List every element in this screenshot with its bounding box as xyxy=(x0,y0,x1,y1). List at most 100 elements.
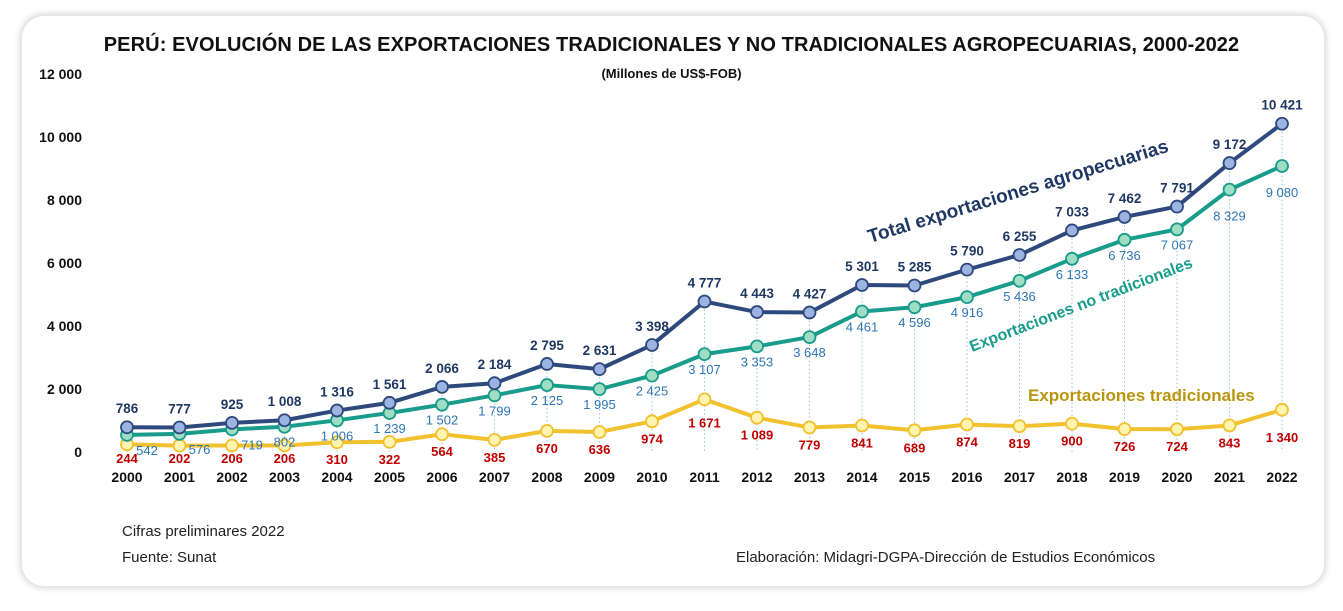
data-point xyxy=(487,432,502,447)
x-tick-label: 2021 xyxy=(1214,469,1245,485)
data-label: 6 255 xyxy=(1003,229,1037,244)
x-tick-label: 2010 xyxy=(636,469,667,485)
data-point xyxy=(172,438,187,453)
x-tick-label: 2019 xyxy=(1109,469,1140,485)
data-point xyxy=(1012,419,1027,434)
data-point xyxy=(1117,232,1132,247)
data-label: 9 172 xyxy=(1213,137,1247,152)
data-point xyxy=(330,403,344,418)
data-label: 6 133 xyxy=(1056,267,1089,282)
data-label: 576 xyxy=(189,442,211,457)
data-label: 900 xyxy=(1061,434,1083,449)
x-tick-label: 2006 xyxy=(426,469,457,485)
data-point xyxy=(907,278,922,293)
data-label: 7 791 xyxy=(1160,181,1194,196)
data-label: 3 107 xyxy=(688,362,721,377)
data-point xyxy=(1275,159,1289,173)
data-label: 542 xyxy=(136,443,158,458)
data-label: 1 008 xyxy=(268,394,302,409)
data-point xyxy=(435,380,449,394)
data-label: 1 316 xyxy=(320,385,354,400)
y-tick-label: 6 000 xyxy=(47,255,82,271)
x-tick-label: 2012 xyxy=(741,469,772,485)
data-point xyxy=(1065,223,1079,238)
data-point xyxy=(855,278,869,292)
series-name-tradicionales: Exportaciones tradicionales xyxy=(1028,386,1255,405)
data-label: 4 443 xyxy=(740,286,774,301)
x-tick-label: 2007 xyxy=(479,469,510,485)
data-point xyxy=(697,294,712,309)
data-point xyxy=(750,339,764,354)
data-point xyxy=(1170,422,1184,437)
data-point xyxy=(802,420,817,435)
x-tick-label: 2018 xyxy=(1056,469,1087,485)
x-tick-label: 2002 xyxy=(216,469,247,485)
data-point xyxy=(1012,273,1027,288)
data-label: 206 xyxy=(221,451,243,466)
data-label: 385 xyxy=(484,450,506,465)
x-tick-label: 2000 xyxy=(111,469,142,485)
data-point xyxy=(330,435,344,450)
x-tick-label: 2009 xyxy=(584,469,615,485)
data-point xyxy=(592,362,607,377)
data-label: 10 421 xyxy=(1261,98,1303,113)
data-point xyxy=(120,420,134,435)
data-point xyxy=(172,420,187,435)
data-label: 310 xyxy=(326,452,348,467)
data-label: 4 427 xyxy=(793,287,827,302)
data-point xyxy=(1065,251,1079,266)
data-label: 1 995 xyxy=(583,397,616,412)
data-label: 2 066 xyxy=(425,361,459,376)
data-label: 1 089 xyxy=(741,428,774,443)
data-point xyxy=(225,438,239,453)
data-label: 322 xyxy=(379,452,401,467)
data-point xyxy=(277,438,292,453)
data-point xyxy=(592,425,607,439)
data-label: 8 329 xyxy=(1213,209,1246,224)
x-tick-label: 2017 xyxy=(1004,469,1035,485)
x-tick-label: 2014 xyxy=(846,469,877,485)
data-label: 802 xyxy=(274,435,296,450)
data-label: 2 425 xyxy=(636,384,669,399)
x-tick-label: 2011 xyxy=(689,469,720,485)
data-label: 9 080 xyxy=(1266,185,1299,200)
data-label: 7 462 xyxy=(1108,191,1142,206)
data-label: 5 436 xyxy=(1003,289,1036,304)
x-tick-label: 2016 xyxy=(951,469,982,485)
data-label: 1 671 xyxy=(688,415,721,430)
data-point xyxy=(750,305,764,319)
chart-card xyxy=(22,16,1324,586)
data-point xyxy=(540,378,554,392)
data-label: 974 xyxy=(641,431,663,446)
x-tick-label: 2015 xyxy=(899,469,930,485)
data-point xyxy=(1012,248,1027,262)
data-label: 1 561 xyxy=(373,377,407,392)
data-point xyxy=(802,330,817,344)
data-label: 7 033 xyxy=(1055,204,1089,219)
data-point xyxy=(1222,156,1237,170)
y-tick-label: 10 000 xyxy=(39,129,82,145)
data-label: 1 799 xyxy=(478,403,511,418)
data-label: 4 777 xyxy=(688,276,722,291)
x-tick-label: 2020 xyxy=(1161,469,1192,485)
y-tick-label: 2 000 xyxy=(47,381,82,397)
data-label: 819 xyxy=(1009,436,1031,451)
data-point xyxy=(487,388,502,403)
data-point xyxy=(645,338,659,352)
data-point xyxy=(540,357,554,371)
data-point xyxy=(960,262,974,277)
data-point xyxy=(1275,116,1289,131)
data-label: 2 125 xyxy=(531,393,564,408)
data-label: 636 xyxy=(589,442,611,457)
data-label: 3 648 xyxy=(793,345,826,360)
data-label: 1 006 xyxy=(321,428,354,443)
x-tick-label: 2001 xyxy=(164,469,195,485)
data-point xyxy=(750,410,764,425)
data-point xyxy=(645,414,659,429)
chart-title: PERÚ: EVOLUCIÓN DE LAS EXPORTACIONES TRA… xyxy=(103,34,1240,56)
data-point xyxy=(1275,402,1289,417)
y-tick-label: 12 000 xyxy=(39,66,82,82)
data-label: 925 xyxy=(221,397,244,412)
y-tick-label: 4 000 xyxy=(47,318,82,334)
